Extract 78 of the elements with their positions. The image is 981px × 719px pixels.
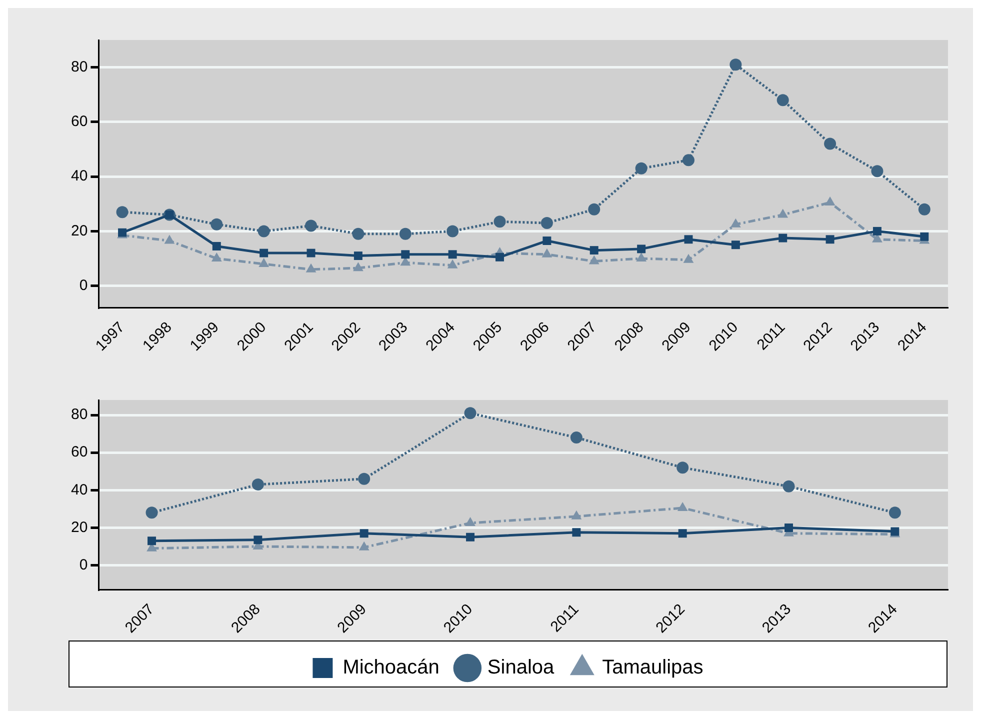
point [146, 506, 158, 519]
point [358, 472, 370, 485]
y-tick-label: 0 [79, 276, 88, 294]
point [682, 154, 694, 166]
point [448, 250, 457, 259]
point [358, 541, 370, 550]
point [540, 217, 553, 230]
point [258, 258, 270, 267]
y-tick-label: 40 [70, 481, 88, 498]
point [254, 536, 262, 544]
y-tick-label: 0 [79, 556, 88, 574]
y-tick-label: 80 [70, 406, 88, 424]
point [871, 165, 884, 178]
point [824, 196, 836, 206]
point [784, 523, 793, 532]
point [918, 203, 930, 216]
point [888, 506, 901, 519]
point [635, 162, 648, 174]
point [590, 246, 598, 255]
point [542, 248, 552, 258]
point [164, 234, 175, 244]
point [778, 208, 788, 218]
point [496, 252, 504, 262]
point [447, 259, 458, 268]
y-tick-label: 60 [70, 444, 88, 461]
legend-label: Michoacán [342, 656, 440, 679]
point [260, 248, 268, 258]
y-tick-label: 60 [70, 113, 88, 130]
point [588, 203, 600, 216]
legend-label: Sinaloa [487, 656, 556, 679]
point [588, 255, 600, 264]
point [683, 254, 694, 263]
point [464, 407, 476, 420]
point [826, 235, 834, 244]
point [920, 232, 929, 241]
point [352, 228, 364, 240]
y-tick-label: 20 [70, 222, 88, 240]
point [678, 529, 687, 538]
y-tick-label: 40 [70, 168, 88, 185]
point [637, 244, 646, 254]
point [782, 480, 795, 492]
legend-label: Tamaulipas [602, 656, 704, 679]
point [778, 234, 788, 242]
point [116, 206, 128, 218]
point [571, 510, 582, 520]
y-tick-label: 20 [70, 518, 88, 536]
point [360, 529, 368, 538]
point [872, 226, 882, 236]
point [305, 220, 318, 232]
point [401, 250, 410, 259]
point [306, 263, 316, 272]
point [676, 462, 689, 474]
point [494, 216, 506, 228]
point [148, 536, 156, 546]
point [258, 225, 270, 238]
point [730, 218, 741, 228]
point [636, 252, 646, 262]
point [731, 240, 740, 250]
point [466, 532, 475, 542]
point [776, 94, 789, 106]
point [730, 58, 742, 71]
point [353, 262, 364, 272]
point [684, 235, 693, 244]
point [677, 502, 688, 511]
point [570, 432, 582, 444]
point [572, 528, 581, 537]
point [211, 252, 222, 262]
point [210, 218, 223, 230]
point [446, 225, 459, 238]
point [542, 236, 552, 245]
point [399, 228, 412, 240]
y-tick-label: 80 [70, 58, 88, 76]
point [354, 252, 362, 260]
point [824, 138, 836, 150]
point [252, 478, 264, 491]
point [212, 242, 221, 250]
point [465, 517, 476, 526]
point [306, 248, 316, 258]
